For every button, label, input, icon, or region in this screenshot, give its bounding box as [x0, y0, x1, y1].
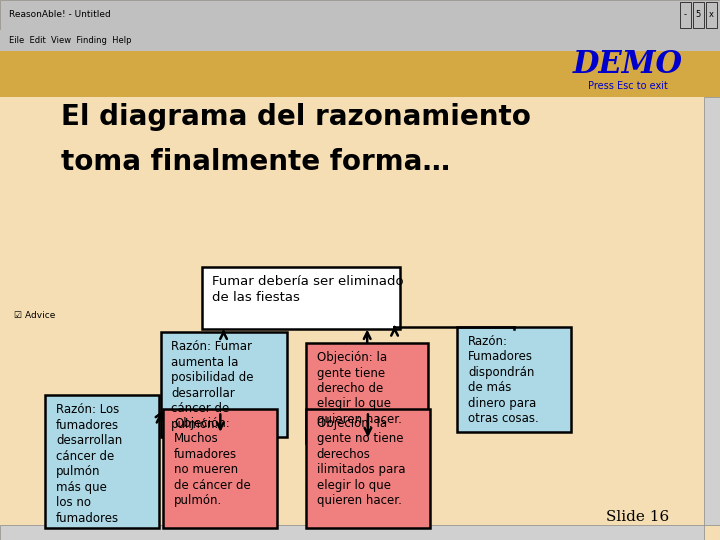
FancyBboxPatch shape [163, 409, 277, 528]
Text: ReasonAble! - Untitled: ReasonAble! - Untitled [9, 10, 110, 19]
Text: toma finalmente forma…: toma finalmente forma… [61, 148, 451, 177]
Text: Objeción: la
gente no tiene
derechos
ilimitados para
elegir lo que
quieren hacer: Objeción: la gente no tiene derechos ili… [317, 417, 405, 508]
Text: Press Esc to exit: Press Esc to exit [588, 81, 667, 91]
Text: Slide 16: Slide 16 [606, 510, 670, 524]
Text: ☑ Advice: ☑ Advice [14, 312, 55, 320]
FancyBboxPatch shape [0, 51, 720, 97]
FancyBboxPatch shape [0, 0, 720, 30]
FancyBboxPatch shape [706, 2, 717, 28]
Text: Razón: Fumar
aumenta la
posibilidad de
desarrollar
cáncer de
pulmón.: Razón: Fumar aumenta la posibilidad de d… [171, 340, 254, 431]
Text: 5: 5 [696, 10, 701, 19]
Text: Objeción: la
gente tiene
derecho de
elegir lo que
quieren hacer.: Objeción: la gente tiene derecho de eleg… [317, 351, 402, 426]
Text: x: x [709, 10, 714, 19]
Text: Razón: Los
fumadores
desarrollan
cáncer de
pulmón
más que
los no
fumadores: Razón: Los fumadores desarrollan cáncer … [56, 403, 122, 525]
Text: DEMO: DEMO [573, 49, 683, 80]
FancyBboxPatch shape [457, 327, 571, 432]
Text: Razón:
Fumadores
dispondrán
de más
dinero para
otras cosas.: Razón: Fumadores dispondrán de más diner… [468, 335, 539, 426]
FancyBboxPatch shape [680, 2, 691, 28]
Text: El diagrama del razonamiento: El diagrama del razonamiento [61, 103, 531, 131]
FancyBboxPatch shape [45, 395, 159, 528]
Text: Objeción:
Muchos
fumadores
no mueren
de cáncer de
pulmón.: Objeción: Muchos fumadores no mueren de … [174, 417, 251, 508]
FancyBboxPatch shape [202, 267, 400, 329]
FancyBboxPatch shape [704, 97, 720, 525]
FancyBboxPatch shape [693, 2, 704, 28]
Text: Fumar debería ser eliminado
de las fiestas: Fumar debería ser eliminado de las fiest… [212, 275, 404, 304]
FancyBboxPatch shape [161, 332, 287, 437]
FancyBboxPatch shape [0, 525, 704, 540]
Text: -: - [684, 10, 687, 19]
FancyBboxPatch shape [0, 30, 720, 51]
FancyBboxPatch shape [306, 409, 430, 528]
Text: Eile  Edit  View  Finding  Help: Eile Edit View Finding Help [9, 36, 131, 45]
FancyBboxPatch shape [306, 343, 428, 443]
